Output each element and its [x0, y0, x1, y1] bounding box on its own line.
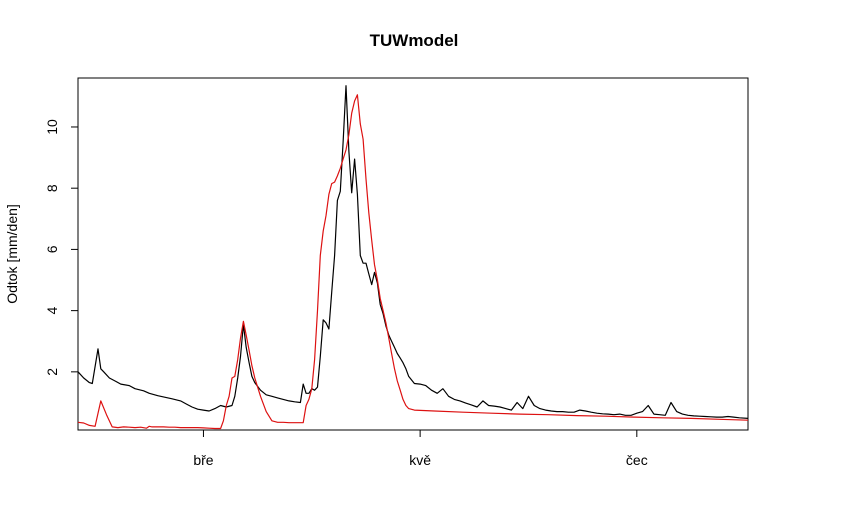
x-axis: bře kvě čec — [193, 430, 648, 468]
series-line-1 — [77, 94, 749, 430]
y-tick-label-1: 4 — [44, 307, 60, 315]
y-tick-label-2: 6 — [44, 245, 60, 253]
x-tick-label-1: kvě — [409, 452, 431, 468]
plot-frame — [77, 77, 749, 431]
y-axis-label: Odtok [mm/den] — [4, 204, 20, 304]
x-tick-label-0: bře — [193, 452, 213, 468]
series-line-0 — [77, 85, 749, 419]
y-axis: 2 4 6 8 10 — [44, 119, 78, 376]
y-tick-label-4: 10 — [44, 119, 60, 135]
chart-title: TUWmodel — [370, 31, 459, 50]
y-tick-label-0: 2 — [44, 368, 60, 376]
series-layer — [77, 85, 749, 430]
x-tick-label-2: čec — [626, 452, 648, 468]
y-tick-label-3: 8 — [44, 184, 60, 192]
